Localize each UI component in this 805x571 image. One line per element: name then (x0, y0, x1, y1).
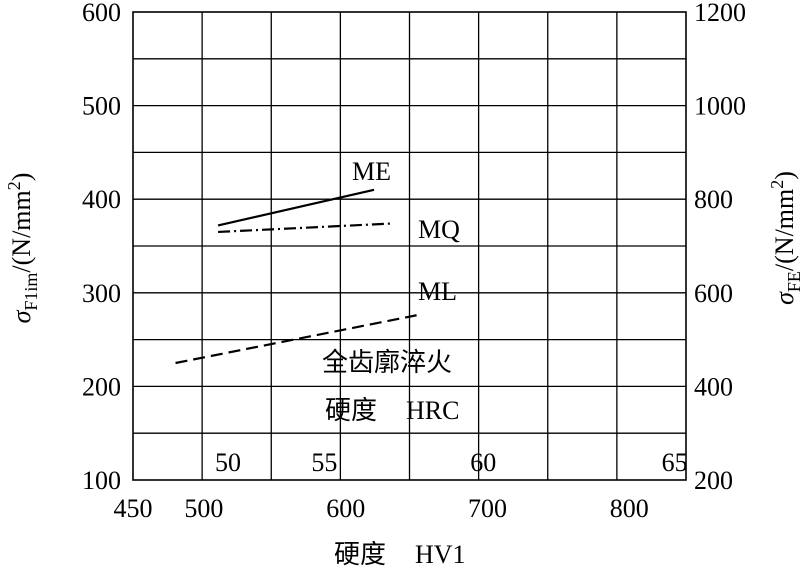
x-axis-label-cjk: 硬度 (334, 540, 386, 570)
y-left-tick-label: 500 (82, 92, 121, 121)
tick-labels: 100 200 300 400 500 600 200 400 600 800 1000 1200 45… (82, 0, 746, 523)
y-right-label-main: σ (770, 291, 799, 305)
y-left-label-sup: 2 (4, 181, 24, 190)
y-left-tick-label: 300 (82, 279, 121, 308)
series-label-me: ME (352, 157, 391, 186)
y-right-tick-label: 800 (694, 185, 733, 214)
series-label-ml: ML (418, 277, 457, 306)
y-left-label-main: σ (7, 309, 36, 323)
hrc-tick-label: 60 (470, 448, 496, 477)
x-tick-label: 600 (326, 494, 365, 523)
y-right-label-sub: FE (784, 271, 804, 292)
y-right-label-unit: /(N/mm (770, 189, 799, 271)
series-line-ml (175, 314, 417, 365)
x-tick-label: 700 (468, 494, 507, 523)
series-label-mq: MQ (418, 215, 460, 244)
hrc-tick-label: 65 (662, 448, 688, 477)
series-line-mq (218, 222, 392, 234)
y-left-axis-label: σF1im/(N/mm2) (4, 173, 41, 324)
grid (133, 12, 686, 480)
y-right-tick-label: 600 (694, 279, 733, 308)
x-tick-label: 800 (610, 494, 649, 523)
x-axis-label-unit: HV1 (415, 540, 466, 569)
y-right-axis-label: σFE/(N/mm2) (767, 171, 804, 305)
y-left-label-sub: F1im (21, 273, 41, 311)
y-left-tick-label: 100 (82, 466, 121, 495)
y-left-label-unit: /(N/mm (7, 190, 36, 272)
plot-border (132, 11, 687, 481)
y-right-tick-label: 1200 (694, 0, 746, 27)
y-right-tick-label: 1000 (694, 92, 746, 121)
hrc-axis-label-cjk: 硬度 (325, 396, 377, 426)
y-left-tick-label: 600 (82, 0, 121, 27)
hrc-tick-label: 55 (311, 448, 337, 477)
series-line-me (217, 188, 375, 227)
x-tick-label: 500 (184, 494, 223, 523)
plot-frame (132, 11, 687, 481)
y-right-tick-label: 200 (694, 466, 733, 495)
hrc-axis-label-unit: HRC (406, 396, 459, 425)
y-left-label-close: ) (7, 173, 36, 182)
process-label: 全齿廓淬火 (322, 348, 452, 378)
series-group: ME MQ ML (175, 157, 460, 365)
y-right-tick-label: 400 (694, 372, 733, 401)
hrc-tick-label: 50 (215, 448, 241, 477)
x-tick-label: 450 (114, 494, 153, 523)
y-right-label-close: ) (770, 171, 799, 180)
y-right-label-sup: 2 (767, 180, 787, 189)
y-left-tick-label: 400 (82, 185, 121, 214)
y-left-tick-label: 200 (82, 372, 121, 401)
